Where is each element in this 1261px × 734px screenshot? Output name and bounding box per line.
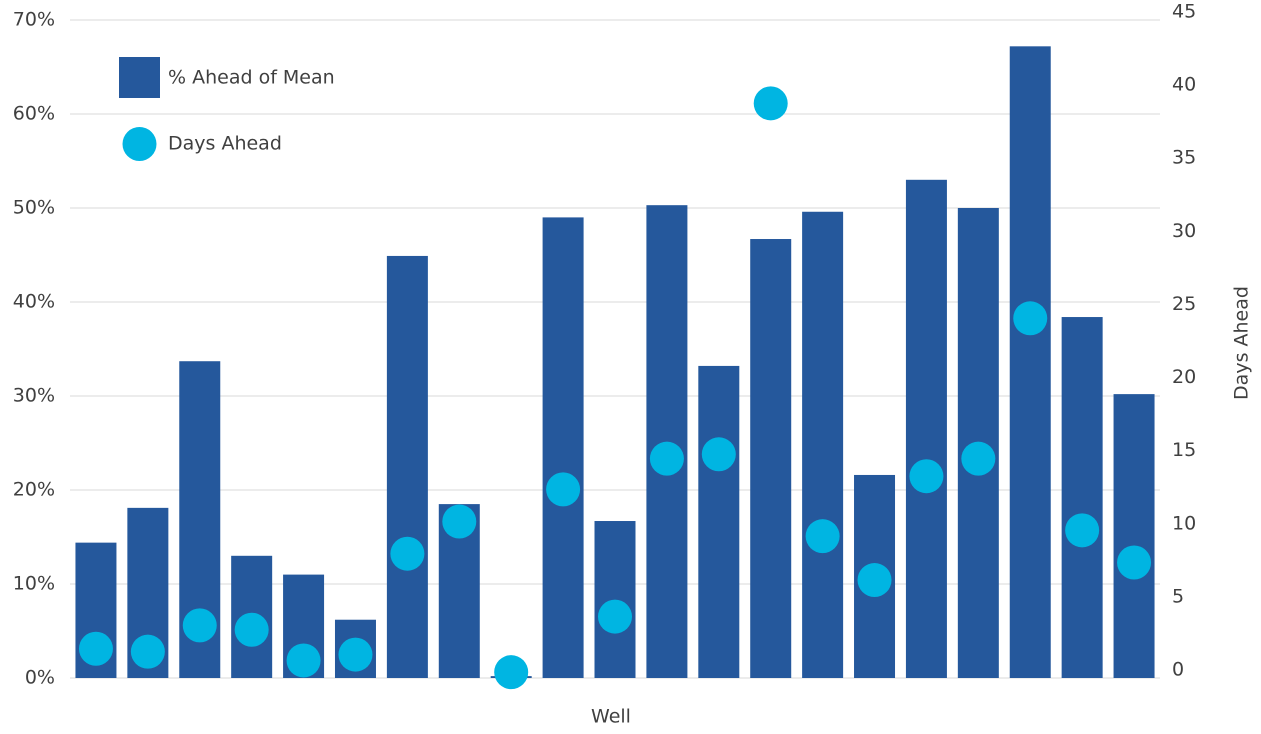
dot [701, 437, 736, 472]
dot [805, 519, 840, 554]
dot [1013, 301, 1048, 336]
dot [546, 472, 581, 507]
dot [234, 612, 269, 647]
bar [905, 179, 947, 679]
y-tick-label: 70% [13, 9, 55, 31]
x-axis-title: Well [591, 706, 631, 728]
dot [130, 634, 165, 669]
bar [802, 211, 844, 678]
y-tick-label: 50% [13, 197, 55, 219]
bar [542, 217, 584, 678]
dot [857, 563, 892, 598]
dot [78, 631, 113, 666]
y-tick-label: 20% [13, 479, 55, 501]
bar [750, 239, 792, 678]
y-tick-label: 40% [13, 291, 55, 313]
dot [494, 655, 529, 690]
y2-tick-label: 25 [1172, 293, 1196, 315]
y2-tick-label: 35 [1172, 147, 1196, 169]
dot [182, 608, 217, 643]
y-tick-label: 10% [13, 573, 55, 595]
legend-label: % Ahead of Mean [168, 67, 335, 89]
y-tick-label: 0% [25, 667, 55, 689]
dot [442, 504, 477, 539]
dot [1065, 513, 1100, 548]
dot [909, 459, 944, 494]
dot [1117, 545, 1152, 580]
dot [961, 441, 996, 476]
y2-tick-label: 15 [1172, 439, 1196, 461]
y2-axis-title: Days Ahead [1231, 286, 1253, 400]
y2-tick-label: 45 [1172, 1, 1196, 23]
dot [286, 643, 321, 678]
bar [646, 205, 688, 678]
bar [386, 255, 428, 678]
y2-tick-label: 30 [1172, 220, 1196, 242]
dot [649, 441, 684, 476]
legend-swatch [119, 57, 160, 98]
y2-tick-label: 0 [1172, 659, 1184, 681]
legend-label: Days Ahead [168, 133, 282, 155]
legend-swatch [122, 127, 157, 161]
dot [753, 86, 788, 121]
bar [698, 365, 740, 678]
y2-tick-label: 40 [1172, 74, 1196, 96]
dot [338, 637, 373, 672]
bar [1113, 394, 1155, 678]
y2-tick-label: 20 [1172, 366, 1196, 388]
bar [594, 521, 636, 678]
dot [598, 599, 632, 634]
dot [390, 536, 425, 571]
y2-tick-label: 5 [1172, 585, 1184, 607]
y-tick-label: 30% [13, 385, 55, 407]
bar [1009, 46, 1051, 678]
y-tick-label: 60% [13, 103, 55, 125]
y2-tick-label: 10 [1172, 512, 1196, 534]
bar [1061, 317, 1103, 678]
